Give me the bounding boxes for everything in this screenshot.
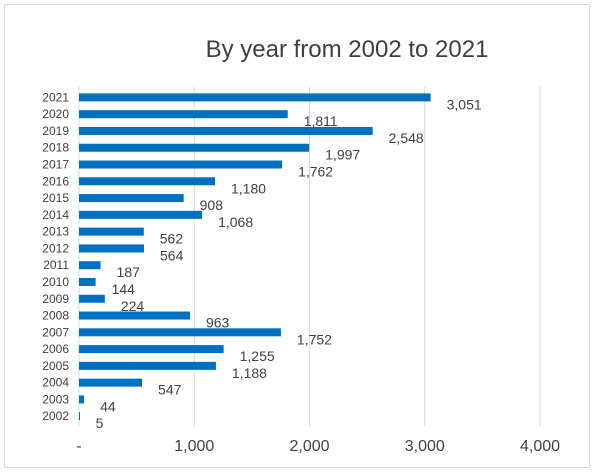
bar — [79, 361, 216, 370]
bar — [79, 328, 281, 337]
bar — [79, 261, 101, 270]
data-label: 1,188 — [232, 365, 267, 381]
data-label: 5 — [96, 415, 104, 431]
category-label: 2003 — [42, 392, 69, 406]
data-label: 1,811 — [304, 113, 338, 129]
category-label: 2002 — [42, 409, 69, 423]
bar — [79, 210, 203, 219]
data-label: 547 — [158, 382, 182, 398]
category-label: 2013 — [42, 225, 69, 239]
x-tick-label: - — [76, 438, 81, 455]
data-label: 963 — [206, 315, 230, 331]
data-label: 1,752 — [297, 331, 332, 347]
bar — [79, 110, 288, 119]
x-tick-label: 2,000 — [289, 438, 329, 455]
category-label: 2018 — [42, 141, 69, 155]
x-tick-label: 4,000 — [520, 438, 560, 455]
bar — [79, 311, 190, 320]
category-labels: 2021 2020 2019 2018 2017 2016 2015 2014 2013 2012… — [42, 90, 69, 423]
bar — [79, 412, 80, 421]
category-label: 2021 — [42, 90, 69, 104]
category-label: 2012 — [42, 241, 69, 255]
data-label: 562 — [160, 231, 184, 247]
data-label: 3,051 — [447, 96, 482, 112]
bar-chart: By year from 2002 to 2021 3,051 1,811 2,54… — [42, 36, 560, 455]
category-label: 2016 — [42, 174, 69, 188]
bar — [79, 160, 283, 169]
data-label: 1,997 — [325, 147, 360, 163]
category-label: 2009 — [42, 292, 69, 306]
chart-area: By year from 2002 to 2021 3,051 1,811 2,54… — [4, 4, 590, 468]
data-label: 908 — [200, 197, 224, 213]
data-label: 2,548 — [389, 130, 424, 146]
category-label: 2006 — [42, 342, 69, 356]
data-label: 144 — [112, 281, 136, 297]
bar — [79, 177, 215, 186]
data-label: 1,255 — [240, 348, 275, 364]
data-label: 1,180 — [231, 180, 266, 196]
x-axis-ticks: - 1,000 2,000 3,000 4,000 — [76, 438, 560, 455]
bars — [79, 93, 431, 421]
bar — [79, 277, 96, 286]
bar — [79, 244, 145, 253]
chart-title: By year from 2002 to 2021 — [206, 36, 489, 63]
category-label: 2007 — [42, 325, 69, 339]
data-label: 564 — [160, 247, 184, 263]
data-label: 1,762 — [298, 164, 333, 180]
bar — [79, 194, 184, 203]
category-label: 2010 — [42, 275, 69, 289]
bar — [79, 93, 431, 102]
category-label: 2005 — [42, 359, 69, 373]
category-label: 2019 — [42, 124, 69, 138]
bar — [79, 126, 373, 135]
bar — [79, 378, 143, 387]
bar — [79, 345, 224, 354]
category-label: 2015 — [42, 191, 69, 205]
category-label: 2017 — [42, 158, 69, 172]
x-tick-label: 1,000 — [174, 438, 214, 455]
data-label: 187 — [117, 264, 141, 280]
x-tick-label: 3,000 — [405, 438, 445, 455]
data-label: 44 — [100, 398, 116, 414]
bar — [79, 227, 144, 236]
bar — [79, 395, 85, 404]
category-label: 2014 — [42, 208, 69, 222]
data-label: 224 — [121, 298, 145, 314]
data-label: 1,068 — [218, 214, 253, 230]
gridlines — [78, 87, 541, 427]
category-label: 2020 — [42, 107, 69, 121]
category-label: 2011 — [43, 258, 69, 272]
bar — [79, 143, 310, 152]
bar — [79, 294, 105, 303]
category-label: 2008 — [42, 309, 69, 323]
category-label: 2004 — [42, 376, 69, 390]
